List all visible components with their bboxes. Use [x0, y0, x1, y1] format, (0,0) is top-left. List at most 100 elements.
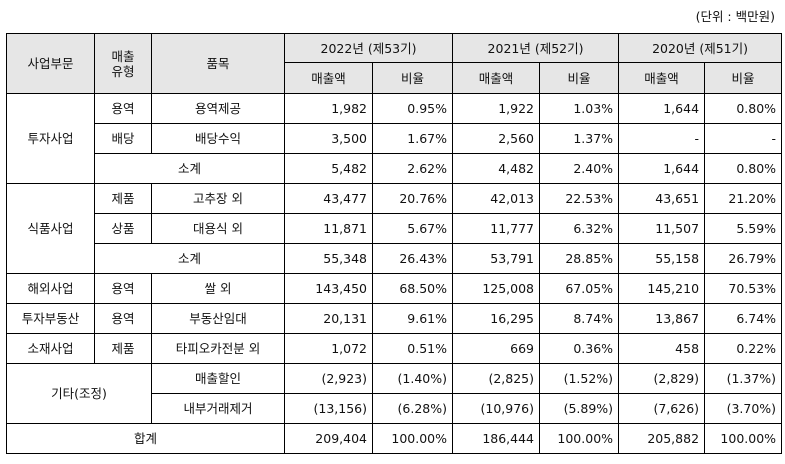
- value-cell: -: [704, 123, 783, 154]
- value-cell: 20.76%: [371, 183, 454, 214]
- value-cell: 186,444: [452, 423, 541, 454]
- value-cell: 70.53%: [704, 273, 783, 304]
- segment-cell: 투자사업: [6, 93, 95, 184]
- segment-cell: 소재사업: [6, 333, 95, 364]
- value-cell: 143,450: [284, 273, 373, 304]
- value-cell: 1,982: [284, 93, 373, 124]
- type-cell: 제품: [94, 333, 152, 364]
- table-row: 상품 대용식 외 11,871 5.67% 11,777 6.32% 11,50…: [7, 213, 783, 244]
- value-cell: 5,482: [284, 153, 373, 184]
- value-cell: (2,923): [284, 363, 373, 394]
- value-cell: 16,295: [452, 303, 541, 334]
- header-ratio: 비율: [371, 62, 454, 94]
- value-cell: 55,348: [284, 243, 373, 274]
- value-cell: 1,644: [618, 153, 706, 184]
- value-cell: 43,477: [284, 183, 373, 214]
- value-cell: 2.40%: [539, 153, 620, 184]
- item-cell: 타피오카전분 외: [151, 333, 285, 364]
- value-cell: (1.40%): [371, 363, 454, 394]
- value-cell: 9.61%: [371, 303, 454, 334]
- item-cell: 부동산임대: [151, 303, 285, 334]
- value-cell: 145,210: [618, 273, 706, 304]
- value-cell: 55,158: [618, 243, 706, 274]
- value-cell: 2.62%: [371, 153, 454, 184]
- header-ratio: 비율: [704, 62, 783, 94]
- value-cell: 1,644: [618, 93, 706, 124]
- subtotal-label: 소계: [94, 153, 285, 184]
- value-cell: 26.43%: [371, 243, 454, 274]
- table-row: 투자사업 용역 용역제공 1,982 0.95% 1,922 1.03% 1,6…: [6, 93, 783, 184]
- value-cell: 0.95%: [371, 93, 454, 124]
- item-cell: 매출할인: [151, 363, 285, 394]
- value-cell: 125,008: [452, 273, 541, 304]
- value-cell: (3.70%): [704, 393, 783, 424]
- header-item: 품목: [151, 33, 285, 94]
- table-row: 소재사업 제품 타피오카전분 외 1,072 0.51% 669 0.36% 4…: [6, 333, 783, 364]
- value-cell: 205,882: [618, 423, 706, 454]
- total-row: 합계 209,404 100.00% 186,444 100.00% 205,8…: [6, 423, 783, 454]
- header-row-1: 사업부문 매출 유형 품목 2022년 (제53기) 2021년 (제52기) …: [6, 33, 783, 94]
- header-sales-type-line2: 유형: [111, 63, 135, 79]
- value-cell: 1.67%: [371, 123, 454, 154]
- item-cell: 대용식 외: [151, 213, 285, 244]
- value-cell: 67.05%: [539, 273, 620, 304]
- total-label: 합계: [6, 423, 285, 454]
- subtotal-row: 소계 5,482 2.62% 4,482 2.40% 1,644 0.80%: [7, 153, 783, 184]
- value-cell: 5.67%: [371, 213, 454, 244]
- type-cell: 배당: [94, 123, 152, 154]
- value-cell: 11,871: [284, 213, 373, 244]
- value-cell: 0.22%: [704, 333, 783, 364]
- value-cell: (1.52%): [539, 363, 620, 394]
- segment-cell: 기타(조정): [6, 363, 152, 424]
- value-cell: 1,922: [452, 93, 541, 124]
- unit-note: (단위 : 백만원): [695, 9, 775, 24]
- value-cell: 8.74%: [539, 303, 620, 334]
- item-cell: 고추장 외: [151, 183, 285, 214]
- type-cell: 용역: [94, 303, 152, 334]
- header-sales-type: 매출 유형: [94, 33, 152, 94]
- value-cell: 0.80%: [704, 153, 783, 184]
- value-cell: 1,072: [284, 333, 373, 364]
- value-cell: 53,791: [452, 243, 541, 274]
- type-cell: 상품: [94, 213, 152, 244]
- item-cell: 용역제공: [151, 93, 285, 124]
- type-cell: 용역: [94, 273, 152, 304]
- value-cell: 2,560: [452, 123, 541, 154]
- header-sales-type-line1: 매출: [111, 48, 135, 64]
- value-cell: 28.85%: [539, 243, 620, 274]
- header-sales: 매출액: [452, 62, 541, 94]
- subtotal-row: 소계 55,348 26.43% 53,791 28.85% 55,158 26…: [7, 243, 783, 274]
- item-cell: 배당수익: [151, 123, 285, 154]
- value-cell: (6.28%): [371, 393, 454, 424]
- table-row: 배당 배당수익 3,500 1.67% 2,560 1.37% - -: [7, 123, 783, 154]
- header-row-2: 매출액 비율 매출액 비율 매출액 비율: [7, 62, 783, 94]
- subtotal-label: 소계: [94, 243, 285, 274]
- value-cell: 0.51%: [371, 333, 454, 364]
- value-cell: 0.80%: [704, 93, 783, 124]
- type-cell: 용역: [94, 93, 152, 124]
- value-cell: (10,976): [452, 393, 541, 424]
- value-cell: (2,829): [618, 363, 706, 394]
- segment-cell: 해외사업: [6, 273, 95, 304]
- value-cell: 100.00%: [371, 423, 454, 454]
- table-row: 투자부동산 용역 부동산임대 20,131 9.61% 16,295 8.74%…: [6, 303, 783, 334]
- value-cell: (1.37%): [704, 363, 783, 394]
- value-cell: 11,777: [452, 213, 541, 244]
- segment-cell: 식품사업: [6, 183, 95, 274]
- value-cell: 68.50%: [371, 273, 454, 304]
- value-cell: 209,404: [284, 423, 373, 454]
- value-cell: (2,825): [452, 363, 541, 394]
- value-cell: (13,156): [284, 393, 373, 424]
- sales-by-segment-table: 사업부문 매출 유형 품목 2022년 (제53기) 2021년 (제52기) …: [6, 33, 783, 454]
- value-cell: 22.53%: [539, 183, 620, 214]
- value-cell: 0.36%: [539, 333, 620, 364]
- value-cell: 100.00%: [539, 423, 620, 454]
- value-cell: (7,626): [618, 393, 706, 424]
- value-cell: 669: [452, 333, 541, 364]
- value-cell: 3,500: [284, 123, 373, 154]
- value-cell: 21.20%: [704, 183, 783, 214]
- value-cell: 13,867: [618, 303, 706, 334]
- header-year-2021: 2021년 (제52기): [452, 33, 620, 63]
- header-sales: 매출액: [618, 62, 706, 94]
- header-segment: 사업부문: [6, 33, 95, 94]
